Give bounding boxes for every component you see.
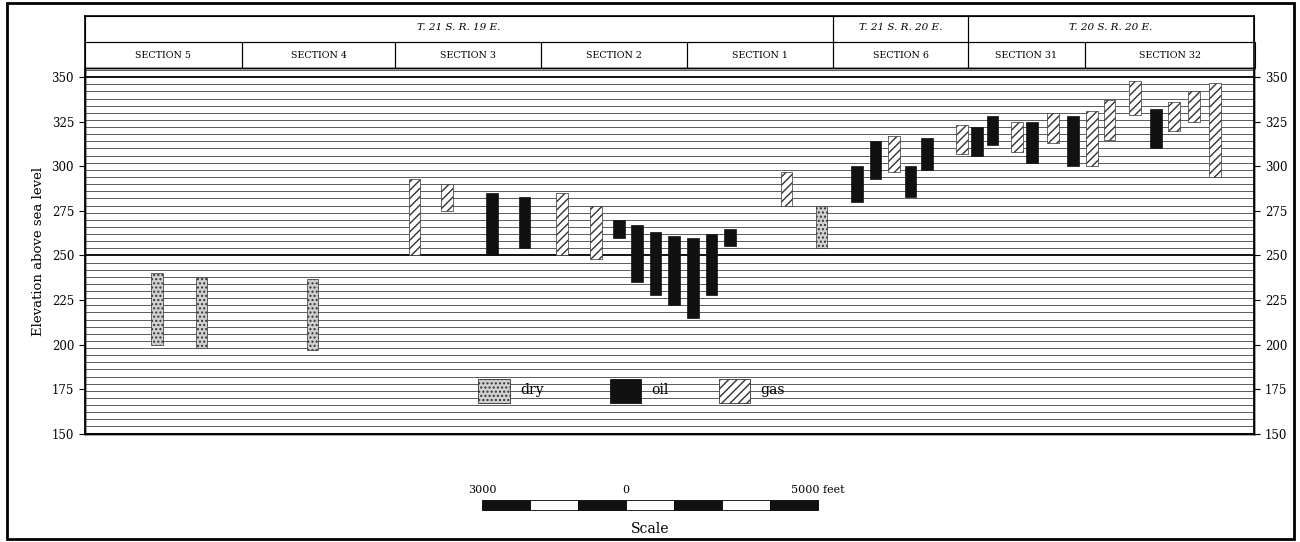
Bar bbox=[1086, 111, 1097, 166]
Bar bbox=[307, 279, 318, 350]
Bar bbox=[673, 500, 722, 510]
Bar bbox=[888, 136, 900, 172]
Bar bbox=[1188, 92, 1200, 122]
Bar bbox=[920, 138, 932, 170]
Bar bbox=[719, 379, 750, 403]
Bar bbox=[1209, 82, 1221, 177]
Bar bbox=[482, 500, 530, 510]
Text: 0: 0 bbox=[623, 485, 629, 495]
Bar bbox=[530, 500, 578, 510]
Text: T. 21 S. R. 19 E.: T. 21 S. R. 19 E. bbox=[417, 23, 500, 33]
Bar bbox=[833, 16, 967, 42]
Bar bbox=[556, 193, 568, 255]
Bar bbox=[590, 205, 602, 259]
Bar bbox=[850, 166, 863, 202]
Text: oil: oil bbox=[651, 383, 670, 397]
Bar bbox=[686, 42, 833, 68]
Bar bbox=[151, 273, 162, 345]
Bar bbox=[870, 141, 881, 179]
Text: 5000 feet: 5000 feet bbox=[792, 485, 845, 495]
Bar bbox=[84, 16, 833, 42]
Text: T. 21 S. R. 20 E.: T. 21 S. R. 20 E. bbox=[859, 23, 942, 33]
Bar bbox=[722, 500, 770, 510]
Bar bbox=[650, 232, 662, 295]
Bar bbox=[630, 225, 642, 282]
Bar bbox=[610, 379, 641, 403]
Bar bbox=[395, 42, 541, 68]
Bar bbox=[706, 234, 718, 295]
Bar bbox=[195, 277, 207, 348]
Text: SECTION 6: SECTION 6 bbox=[872, 51, 928, 60]
Bar bbox=[833, 42, 967, 68]
Bar bbox=[541, 42, 686, 68]
Bar bbox=[967, 16, 1254, 42]
Bar bbox=[905, 166, 916, 197]
Text: SECTION 31: SECTION 31 bbox=[996, 51, 1057, 60]
Bar bbox=[1027, 122, 1037, 163]
Text: dry: dry bbox=[520, 383, 543, 397]
Bar bbox=[486, 193, 498, 255]
Bar bbox=[1084, 42, 1254, 68]
Bar bbox=[614, 220, 625, 237]
Bar bbox=[780, 172, 792, 205]
Bar bbox=[956, 125, 967, 154]
Y-axis label: Elevation above sea level: Elevation above sea level bbox=[31, 166, 44, 335]
Bar bbox=[1048, 113, 1059, 143]
Text: SECTION 5: SECTION 5 bbox=[135, 51, 191, 60]
Bar bbox=[84, 42, 242, 68]
Bar bbox=[478, 379, 510, 403]
Bar bbox=[578, 500, 627, 510]
Bar bbox=[441, 184, 452, 211]
Bar bbox=[242, 42, 395, 68]
Bar bbox=[1167, 102, 1179, 131]
Bar bbox=[627, 500, 673, 510]
Text: SECTION 32: SECTION 32 bbox=[1139, 51, 1201, 60]
Text: SECTION 1: SECTION 1 bbox=[732, 51, 788, 60]
Text: T. 20 S. R. 20 E.: T. 20 S. R. 20 E. bbox=[1070, 23, 1153, 33]
Bar bbox=[816, 205, 827, 248]
Bar bbox=[1130, 81, 1141, 114]
Text: 3000: 3000 bbox=[468, 485, 497, 495]
Bar bbox=[967, 42, 1084, 68]
Text: SECTION 4: SECTION 4 bbox=[291, 51, 346, 60]
Bar bbox=[724, 229, 736, 247]
Bar bbox=[1150, 109, 1162, 149]
Bar bbox=[408, 179, 420, 255]
Bar bbox=[770, 500, 818, 510]
Bar bbox=[971, 127, 983, 156]
Bar bbox=[1067, 117, 1079, 166]
Bar bbox=[987, 117, 998, 145]
Text: Scale: Scale bbox=[630, 522, 670, 537]
Bar bbox=[519, 197, 530, 248]
Bar bbox=[1011, 122, 1023, 152]
Text: SECTION 2: SECTION 2 bbox=[586, 51, 642, 60]
Text: gas: gas bbox=[760, 383, 785, 397]
Text: SECTION 3: SECTION 3 bbox=[439, 51, 495, 60]
Bar bbox=[668, 236, 680, 305]
Bar bbox=[1104, 100, 1115, 140]
Bar bbox=[686, 237, 699, 318]
